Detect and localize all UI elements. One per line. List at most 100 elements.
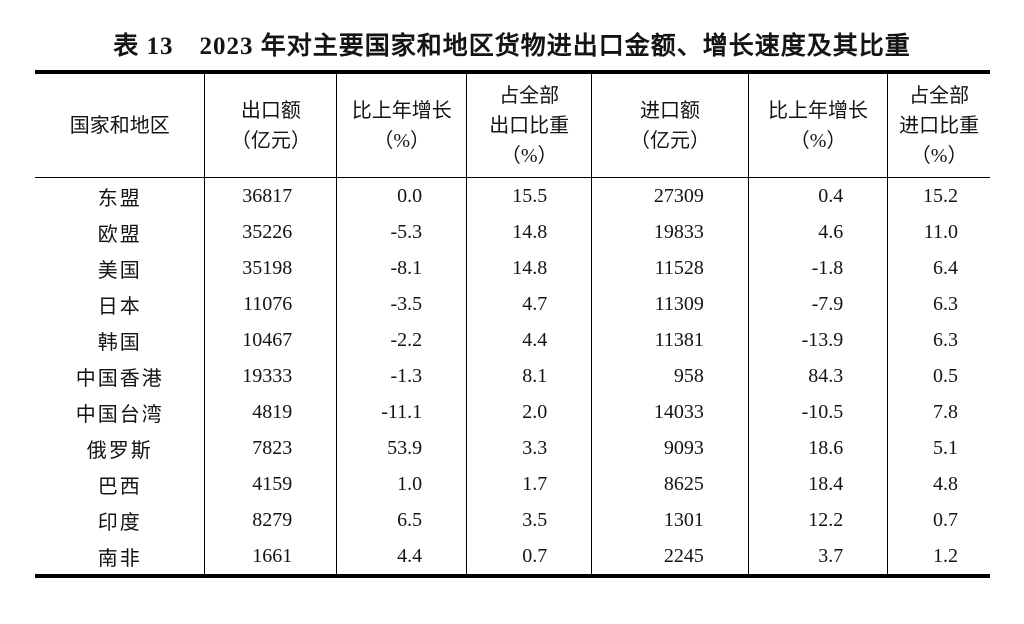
cell-import-growth: 18.4 [747, 466, 888, 502]
cell-import-value: 11381 [591, 322, 749, 358]
cell-export-share: 15.5 [466, 177, 592, 214]
table-row: 欧盟 35226 -5.3 14.8 19833 4.6 11.0 [35, 214, 990, 250]
cell-import-share: 5.1 [887, 430, 990, 466]
cell-export-share: 8.1 [466, 358, 592, 394]
cell-region: 欧盟 [97, 223, 142, 246]
table-row: 东盟 36817 0.0 15.5 27309 0.4 15.2 [35, 177, 990, 214]
cell-export-value: 11076 [204, 286, 337, 322]
cell-import-growth: 0.4 [747, 177, 888, 214]
cell-export-value: 8279 [204, 502, 337, 538]
cell-import-growth: -1.8 [747, 250, 888, 286]
cell-import-share: 7.8 [887, 394, 990, 430]
cell-export-share: 0.7 [466, 538, 592, 576]
cell-export-share: 2.0 [466, 394, 592, 430]
cell-import-growth: -7.9 [747, 286, 888, 322]
header-import-value: 进口额 （亿元） [591, 72, 749, 178]
header-export-growth: 比上年增长 （%） [336, 72, 467, 178]
cell-region: 南非 [97, 547, 142, 570]
cell-export-growth: -5.3 [336, 214, 467, 250]
cell-import-value: 11528 [591, 250, 749, 286]
cell-import-share: 0.5 [887, 358, 990, 394]
cell-export-share: 14.8 [466, 250, 592, 286]
cell-import-value: 1301 [591, 502, 749, 538]
cell-export-growth: -11.1 [336, 394, 467, 430]
cell-export-share: 4.4 [466, 322, 592, 358]
cell-import-growth: 18.6 [747, 430, 888, 466]
cell-import-share: 11.0 [887, 214, 990, 250]
header-export-value: 出口额 （亿元） [204, 72, 337, 178]
cell-export-share: 1.7 [466, 466, 592, 502]
table-row: 中国香港 19333 -1.3 8.1 958 84.3 0.5 [35, 358, 990, 394]
cell-export-growth: 0.0 [336, 177, 467, 214]
cell-import-value: 8625 [591, 466, 749, 502]
cell-export-growth: -8.1 [336, 250, 467, 286]
table-row: 俄罗斯 7823 53.9 3.3 9093 18.6 5.1 [35, 430, 990, 466]
table-row: 中国台湾 4819 -11.1 2.0 14033 -10.5 7.8 [35, 394, 990, 430]
cell-export-value: 35226 [204, 214, 337, 250]
cell-export-value: 36817 [204, 177, 337, 214]
cell-export-growth: -3.5 [336, 286, 467, 322]
cell-import-share: 15.2 [887, 177, 990, 214]
cell-export-value: 1661 [204, 538, 337, 576]
cell-export-share: 3.3 [466, 430, 592, 466]
cell-import-value: 958 [591, 358, 749, 394]
cell-export-value: 19333 [204, 358, 337, 394]
cell-import-value: 11309 [591, 286, 749, 322]
cell-import-value: 2245 [591, 538, 749, 576]
cell-import-share: 6.3 [887, 286, 990, 322]
cell-import-growth: 84.3 [747, 358, 888, 394]
header-region-label: 国家和地区 [69, 114, 170, 137]
cell-region: 巴西 [97, 475, 142, 498]
table-row: 南非 1661 4.4 0.7 2245 3.7 1.2 [35, 538, 990, 576]
cell-region: 韩国 [97, 331, 142, 354]
cell-import-growth: -13.9 [747, 322, 888, 358]
cell-export-value: 35198 [204, 250, 337, 286]
cell-export-growth: 6.5 [336, 502, 467, 538]
header-region: 国家和地区 [35, 72, 205, 178]
cell-export-growth: 4.4 [336, 538, 467, 576]
cell-export-value: 4159 [204, 466, 337, 502]
cell-export-share: 3.5 [466, 502, 592, 538]
header-import-growth: 比上年增长 （%） [747, 72, 888, 178]
cell-region: 中国香港 [75, 367, 164, 390]
cell-import-share: 6.3 [887, 322, 990, 358]
header-import-share: 占全部 进口比重 （%） [887, 72, 990, 178]
cell-export-value: 4819 [204, 394, 337, 430]
cell-import-value: 27309 [591, 177, 749, 214]
cell-region: 东盟 [97, 187, 142, 210]
cell-import-value: 9093 [591, 430, 749, 466]
cell-import-growth: 12.2 [747, 502, 888, 538]
cell-export-growth: 53.9 [336, 430, 467, 466]
cell-import-value: 19833 [591, 214, 749, 250]
cell-import-share: 0.7 [887, 502, 990, 538]
cell-import-growth: 4.6 [747, 214, 888, 250]
cell-import-share: 1.2 [887, 538, 990, 576]
cell-export-share: 4.7 [466, 286, 592, 322]
cell-region: 中国台湾 [75, 403, 164, 426]
cell-export-value: 10467 [204, 322, 337, 358]
cell-region: 印度 [97, 511, 142, 534]
table-row: 日本 11076 -3.5 4.7 11309 -7.9 6.3 [35, 286, 990, 322]
cell-import-growth: -10.5 [747, 394, 888, 430]
cell-import-share: 4.8 [887, 466, 990, 502]
cell-export-value: 7823 [204, 430, 337, 466]
cell-region: 日本 [97, 295, 142, 318]
table-header-row: 国家和地区 出口额 （亿元） 比上年增长 （%） 占全部 出口比重 （%） 进口… [35, 72, 990, 178]
cell-export-growth: 1.0 [336, 466, 467, 502]
cell-region: 俄罗斯 [86, 439, 153, 462]
table-title: 表 13 2023 年对主要国家和地区货物进出口金额、增长速度及其比重 [113, 33, 911, 60]
cell-export-growth: -1.3 [336, 358, 467, 394]
cell-import-value: 14033 [591, 394, 749, 430]
cell-export-share: 14.8 [466, 214, 592, 250]
cell-import-share: 6.4 [887, 250, 990, 286]
cell-region: 美国 [97, 259, 142, 282]
table-row: 巴西 4159 1.0 1.7 8625 18.4 4.8 [35, 466, 990, 502]
table-row: 韩国 10467 -2.2 4.4 11381 -13.9 6.3 [35, 322, 990, 358]
header-export-share: 占全部 出口比重 （%） [466, 72, 592, 178]
table-row: 印度 8279 6.5 3.5 1301 12.2 0.7 [35, 502, 990, 538]
table-row: 美国 35198 -8.1 14.8 11528 -1.8 6.4 [35, 250, 990, 286]
cell-export-growth: -2.2 [336, 322, 467, 358]
cell-import-growth: 3.7 [747, 538, 888, 576]
trade-statistics-table: 国家和地区 出口额 （亿元） 比上年增长 （%） 占全部 出口比重 （%） 进口… [35, 70, 990, 578]
